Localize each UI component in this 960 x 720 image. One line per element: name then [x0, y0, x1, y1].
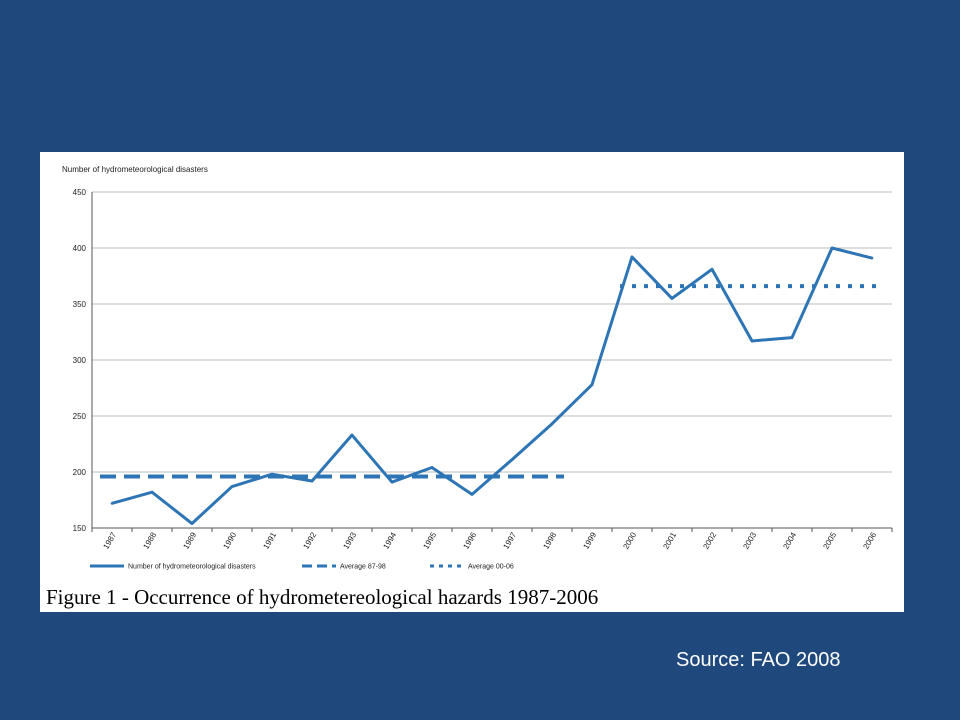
x-tick-label: 1995 [421, 530, 438, 550]
x-tick-label: 1990 [221, 530, 238, 550]
x-tick-label: 2000 [621, 530, 638, 550]
data-point [790, 336, 794, 339]
x-tick-label: 1993 [341, 530, 358, 550]
legend-label: Number of hydrometeorological disasters [128, 564, 256, 571]
x-tick-label: 2006 [861, 530, 878, 550]
figure-caption: Figure 1 - Occurrence of hydrometereolog… [46, 585, 599, 609]
chart-panel: Number of hydrometeorological disasters … [40, 152, 904, 612]
x-tick-label: 1989 [181, 530, 198, 550]
x-tick-label: 2003 [741, 530, 758, 550]
x-tick-label: 1998 [541, 530, 558, 550]
y-tick-label: 150 [73, 524, 87, 533]
data-point [830, 246, 834, 250]
source-note: Source: FAO 2008 [676, 649, 841, 671]
data-point [190, 522, 194, 525]
y-axis-label: Number of hydrometeorological disasters [62, 165, 208, 174]
x-tick-label: 1996 [461, 530, 478, 550]
data-point [470, 493, 474, 496]
data-point [630, 255, 634, 259]
x-tick-label: 1997 [501, 530, 518, 550]
data-point [350, 433, 354, 437]
data-point [870, 256, 874, 260]
x-tick-label: 1991 [261, 530, 278, 550]
x-tick-label: 2005 [821, 530, 838, 550]
legend-label: Average 87-98 [340, 564, 386, 571]
data-point [270, 472, 274, 476]
series-line-disasters [111, 246, 873, 526]
data-point [390, 480, 394, 484]
data-point [430, 466, 434, 469]
data-point [750, 339, 754, 343]
data-point [510, 458, 514, 461]
data-point [590, 383, 594, 386]
x-tick-label: 2004 [781, 530, 798, 550]
line-chart: Number of hydrometeorological disasters … [62, 165, 893, 571]
x-tick-label: 1999 [581, 530, 598, 550]
x-tick-label: 2002 [701, 530, 718, 550]
data-point [550, 422, 554, 426]
x-tick-label: 1987 [101, 530, 118, 550]
legend-label: Average 00-06 [468, 564, 514, 571]
x-tick-label: 1988 [141, 530, 158, 550]
data-point [310, 479, 314, 483]
data-point [110, 502, 114, 505]
y-tick-label: 450 [73, 188, 87, 197]
y-tick-label: 250 [73, 412, 87, 421]
x-tick-label: 1994 [381, 530, 398, 550]
y-tick-label: 300 [73, 356, 87, 365]
y-tick-label: 350 [73, 300, 87, 309]
data-point [670, 297, 674, 300]
data-point [150, 490, 154, 494]
data-point [710, 267, 714, 271]
x-tick-label: 1992 [301, 530, 318, 550]
data-point [230, 485, 234, 488]
y-tick-label: 200 [73, 468, 87, 477]
y-tick-label: 400 [73, 244, 87, 253]
x-tick-label: 2001 [661, 530, 678, 550]
